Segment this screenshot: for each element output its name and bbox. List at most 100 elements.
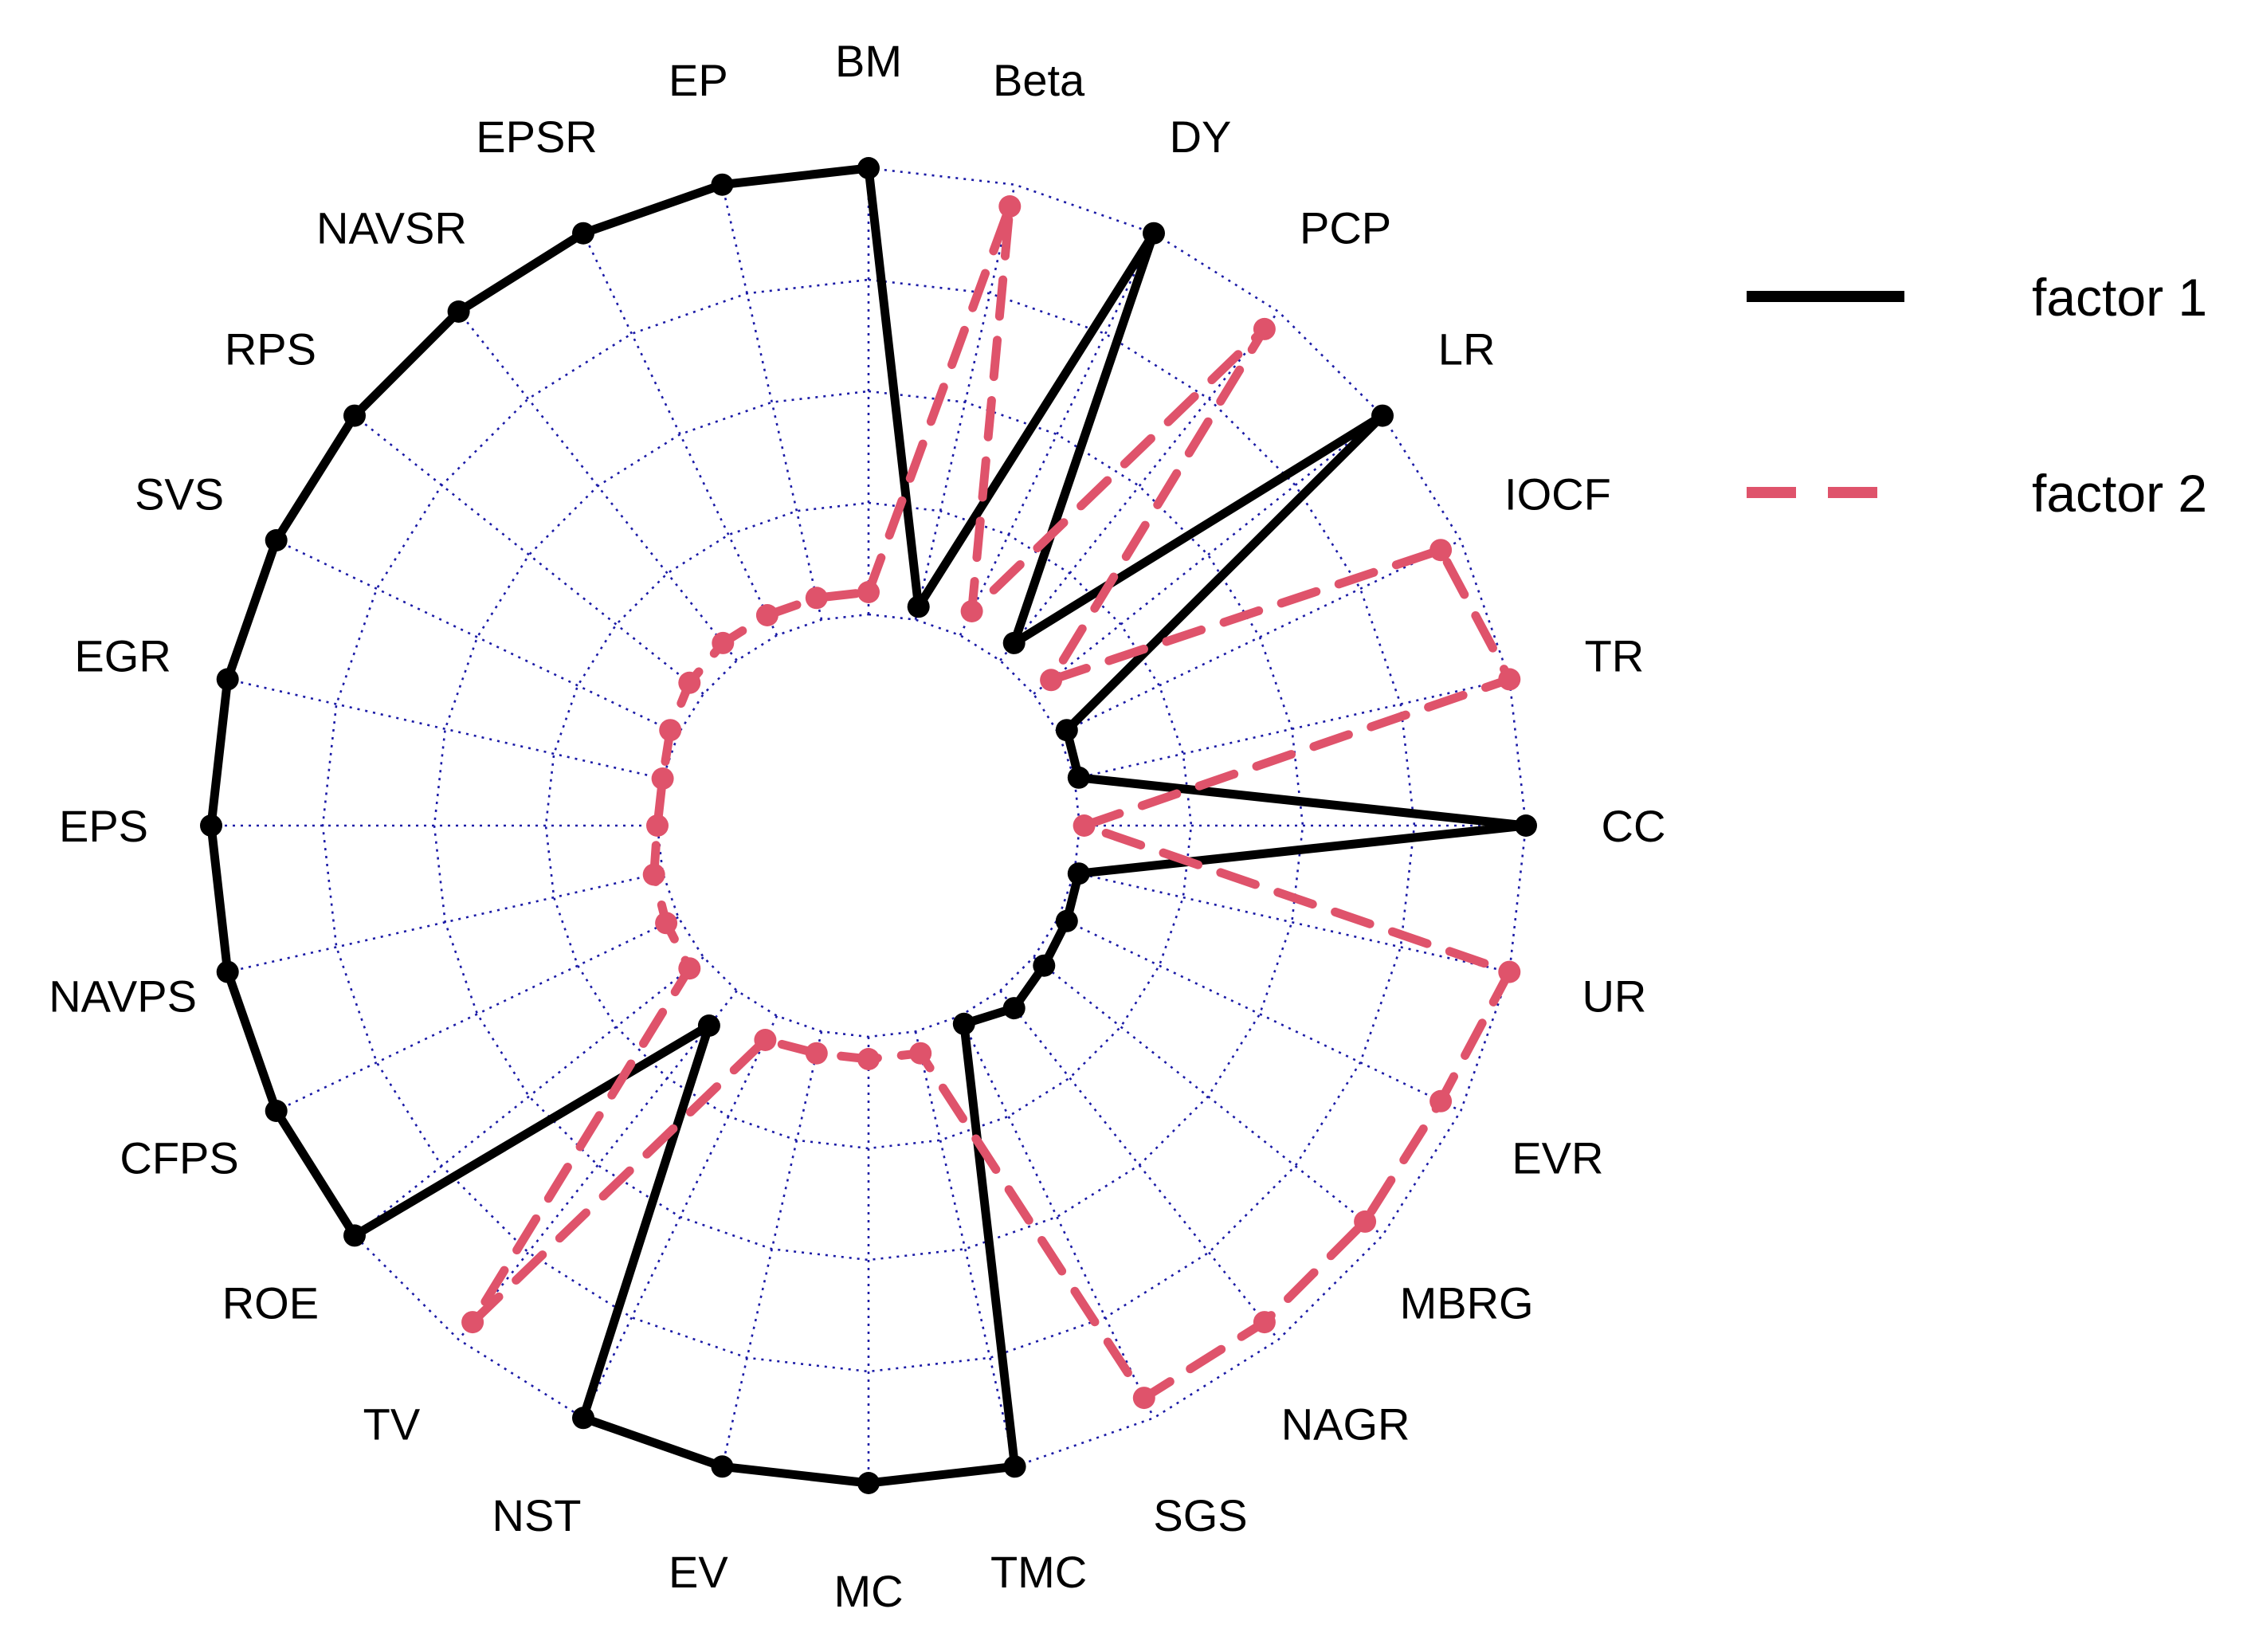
grid-spoke-cfps [276, 916, 679, 1112]
axis-label-tmc: TMC [990, 1547, 1087, 1597]
axis-label-nagr: NAGR [1281, 1399, 1410, 1450]
point-factor-2-beta [998, 195, 1022, 218]
axis-label-ev: EV [669, 1547, 728, 1597]
point-factor-1-navps [216, 960, 239, 983]
grid-ring-0 [656, 613, 1081, 1038]
point-factor-1-bm [857, 157, 880, 179]
legend-label-factor-2: factor 2 [2032, 464, 2207, 523]
point-factor-1-beta [907, 595, 930, 618]
axis-label-mbrg: MBRG [1400, 1278, 1534, 1328]
point-factor-1-lr [1371, 404, 1394, 427]
axis-label-dy: DY [1170, 112, 1232, 162]
axis-label-tr: TR [1585, 630, 1645, 681]
series-factor-1 [200, 157, 1537, 1494]
grid-spoke-mbrg [1033, 956, 1383, 1237]
axis-label-mc: MC [833, 1566, 903, 1616]
point-factor-2-cfps [655, 912, 678, 935]
point-factor-1-mbrg [1033, 954, 1056, 977]
axis-label-iocf: IOCF [1504, 469, 1611, 520]
point-factor-2-roe [678, 957, 701, 980]
grid-spoke-pcp [999, 311, 1280, 661]
grid-spoke-epsr [582, 233, 778, 636]
grid-spoke-ur [1074, 871, 1510, 973]
point-factor-2-tmc [909, 1042, 932, 1065]
axis-label-navps: NAVPS [49, 971, 197, 1022]
point-factor-1-ur [1067, 862, 1090, 885]
point-factor-2-svs [659, 719, 682, 742]
series-layer [200, 157, 1537, 1494]
point-factor-2-evr [1429, 1089, 1453, 1112]
point-factor-1-egr [216, 668, 239, 691]
point-factor-1-dy [1143, 222, 1165, 245]
point-factor-2-iocf [1429, 539, 1453, 562]
axis-label-evr: EVR [1512, 1133, 1603, 1183]
point-factor-2-mbrg [1354, 1210, 1377, 1233]
grid-spoke-nst [582, 1015, 778, 1419]
point-factor-2-bm [857, 581, 880, 603]
grid-spoke-svs [276, 539, 679, 736]
point-factor-2-cc [1073, 814, 1096, 837]
point-factor-2-eps [646, 814, 669, 837]
point-factor-1-nst [572, 1407, 594, 1430]
point-factor-1-mc [857, 1472, 880, 1494]
grid-spoke-rps [354, 414, 704, 695]
point-factor-2-navsr [712, 631, 735, 654]
axis-label-tv: TV [363, 1399, 421, 1450]
point-factor-2-ur [1498, 960, 1521, 983]
point-factor-2-pcp [1253, 317, 1276, 340]
point-factor-2-dy [960, 600, 983, 622]
grid-spoke-navps [227, 871, 663, 973]
grid-spoke-ev [721, 1031, 823, 1467]
axis-label-egr: EGR [74, 630, 171, 681]
point-factor-2-ep [805, 587, 828, 610]
point-factor-1-ep [711, 173, 734, 196]
axis-labels: BM Beta DY PCP LR IOCF TR CC UR EVR MBRG NAGR SGS TMC… [49, 36, 1665, 1616]
point-factor-2-mc [857, 1048, 880, 1070]
grid-spoke-ep [721, 184, 823, 620]
axis-label-nst: NST [492, 1490, 582, 1540]
grid-spoke-iocf [1058, 539, 1461, 736]
grid-spoke-tr [1074, 678, 1510, 780]
point-factor-1-sgs [952, 1012, 975, 1035]
point-factor-1-epsr [572, 222, 594, 245]
point-factor-2-nagr [1253, 1311, 1276, 1334]
point-factor-2-egr [651, 767, 674, 790]
grid-spoke-egr [227, 678, 663, 780]
point-factor-1-rps [343, 404, 366, 427]
point-factor-1-cc [1515, 814, 1537, 837]
grid-spoke-tmc [914, 1031, 1016, 1467]
axis-label-epsr: EPSR [476, 112, 598, 162]
point-factor-1-roe [343, 1224, 366, 1247]
axis-label-navsr: NAVSR [316, 202, 467, 253]
point-factor-1-tmc [1003, 1455, 1026, 1478]
point-factor-1-tv [697, 1014, 720, 1037]
point-factor-2-nst [754, 1029, 777, 1051]
point-factor-1-evr [1055, 909, 1078, 932]
point-factor-1-svs [265, 529, 288, 551]
legend: factor 1 factor 2 [1747, 268, 2207, 523]
point-factor-1-iocf [1055, 719, 1078, 742]
point-factor-1-cfps [265, 1100, 288, 1122]
axis-label-cfps: CFPS [120, 1133, 238, 1183]
axis-label-ur: UR [1582, 971, 1646, 1022]
point-factor-1-ev [711, 1455, 734, 1478]
axis-label-lr: LR [1438, 324, 1496, 374]
axis-label-eps: EPS [59, 801, 148, 851]
point-factor-1-navsr [447, 300, 470, 323]
point-factor-2-lr [1040, 669, 1063, 692]
axis-label-ep: EP [669, 55, 728, 105]
point-factor-2-tr [1498, 668, 1521, 691]
grid-spoke-dy [959, 233, 1155, 636]
point-factor-1-tr [1067, 766, 1090, 789]
axis-label-roe: ROE [222, 1278, 319, 1328]
axis-label-svs: SVS [135, 469, 224, 520]
axis-label-rps: RPS [225, 324, 316, 374]
grid-ring-3 [321, 278, 1416, 1373]
grid-spoke-tv [457, 990, 738, 1340]
grid-spoke-nagr [999, 990, 1280, 1340]
point-factor-2-tv [461, 1311, 484, 1334]
series-factor-2 [461, 195, 1521, 1410]
point-factor-1-pcp [1002, 631, 1026, 654]
grid-spoke-sgs [959, 1015, 1155, 1419]
